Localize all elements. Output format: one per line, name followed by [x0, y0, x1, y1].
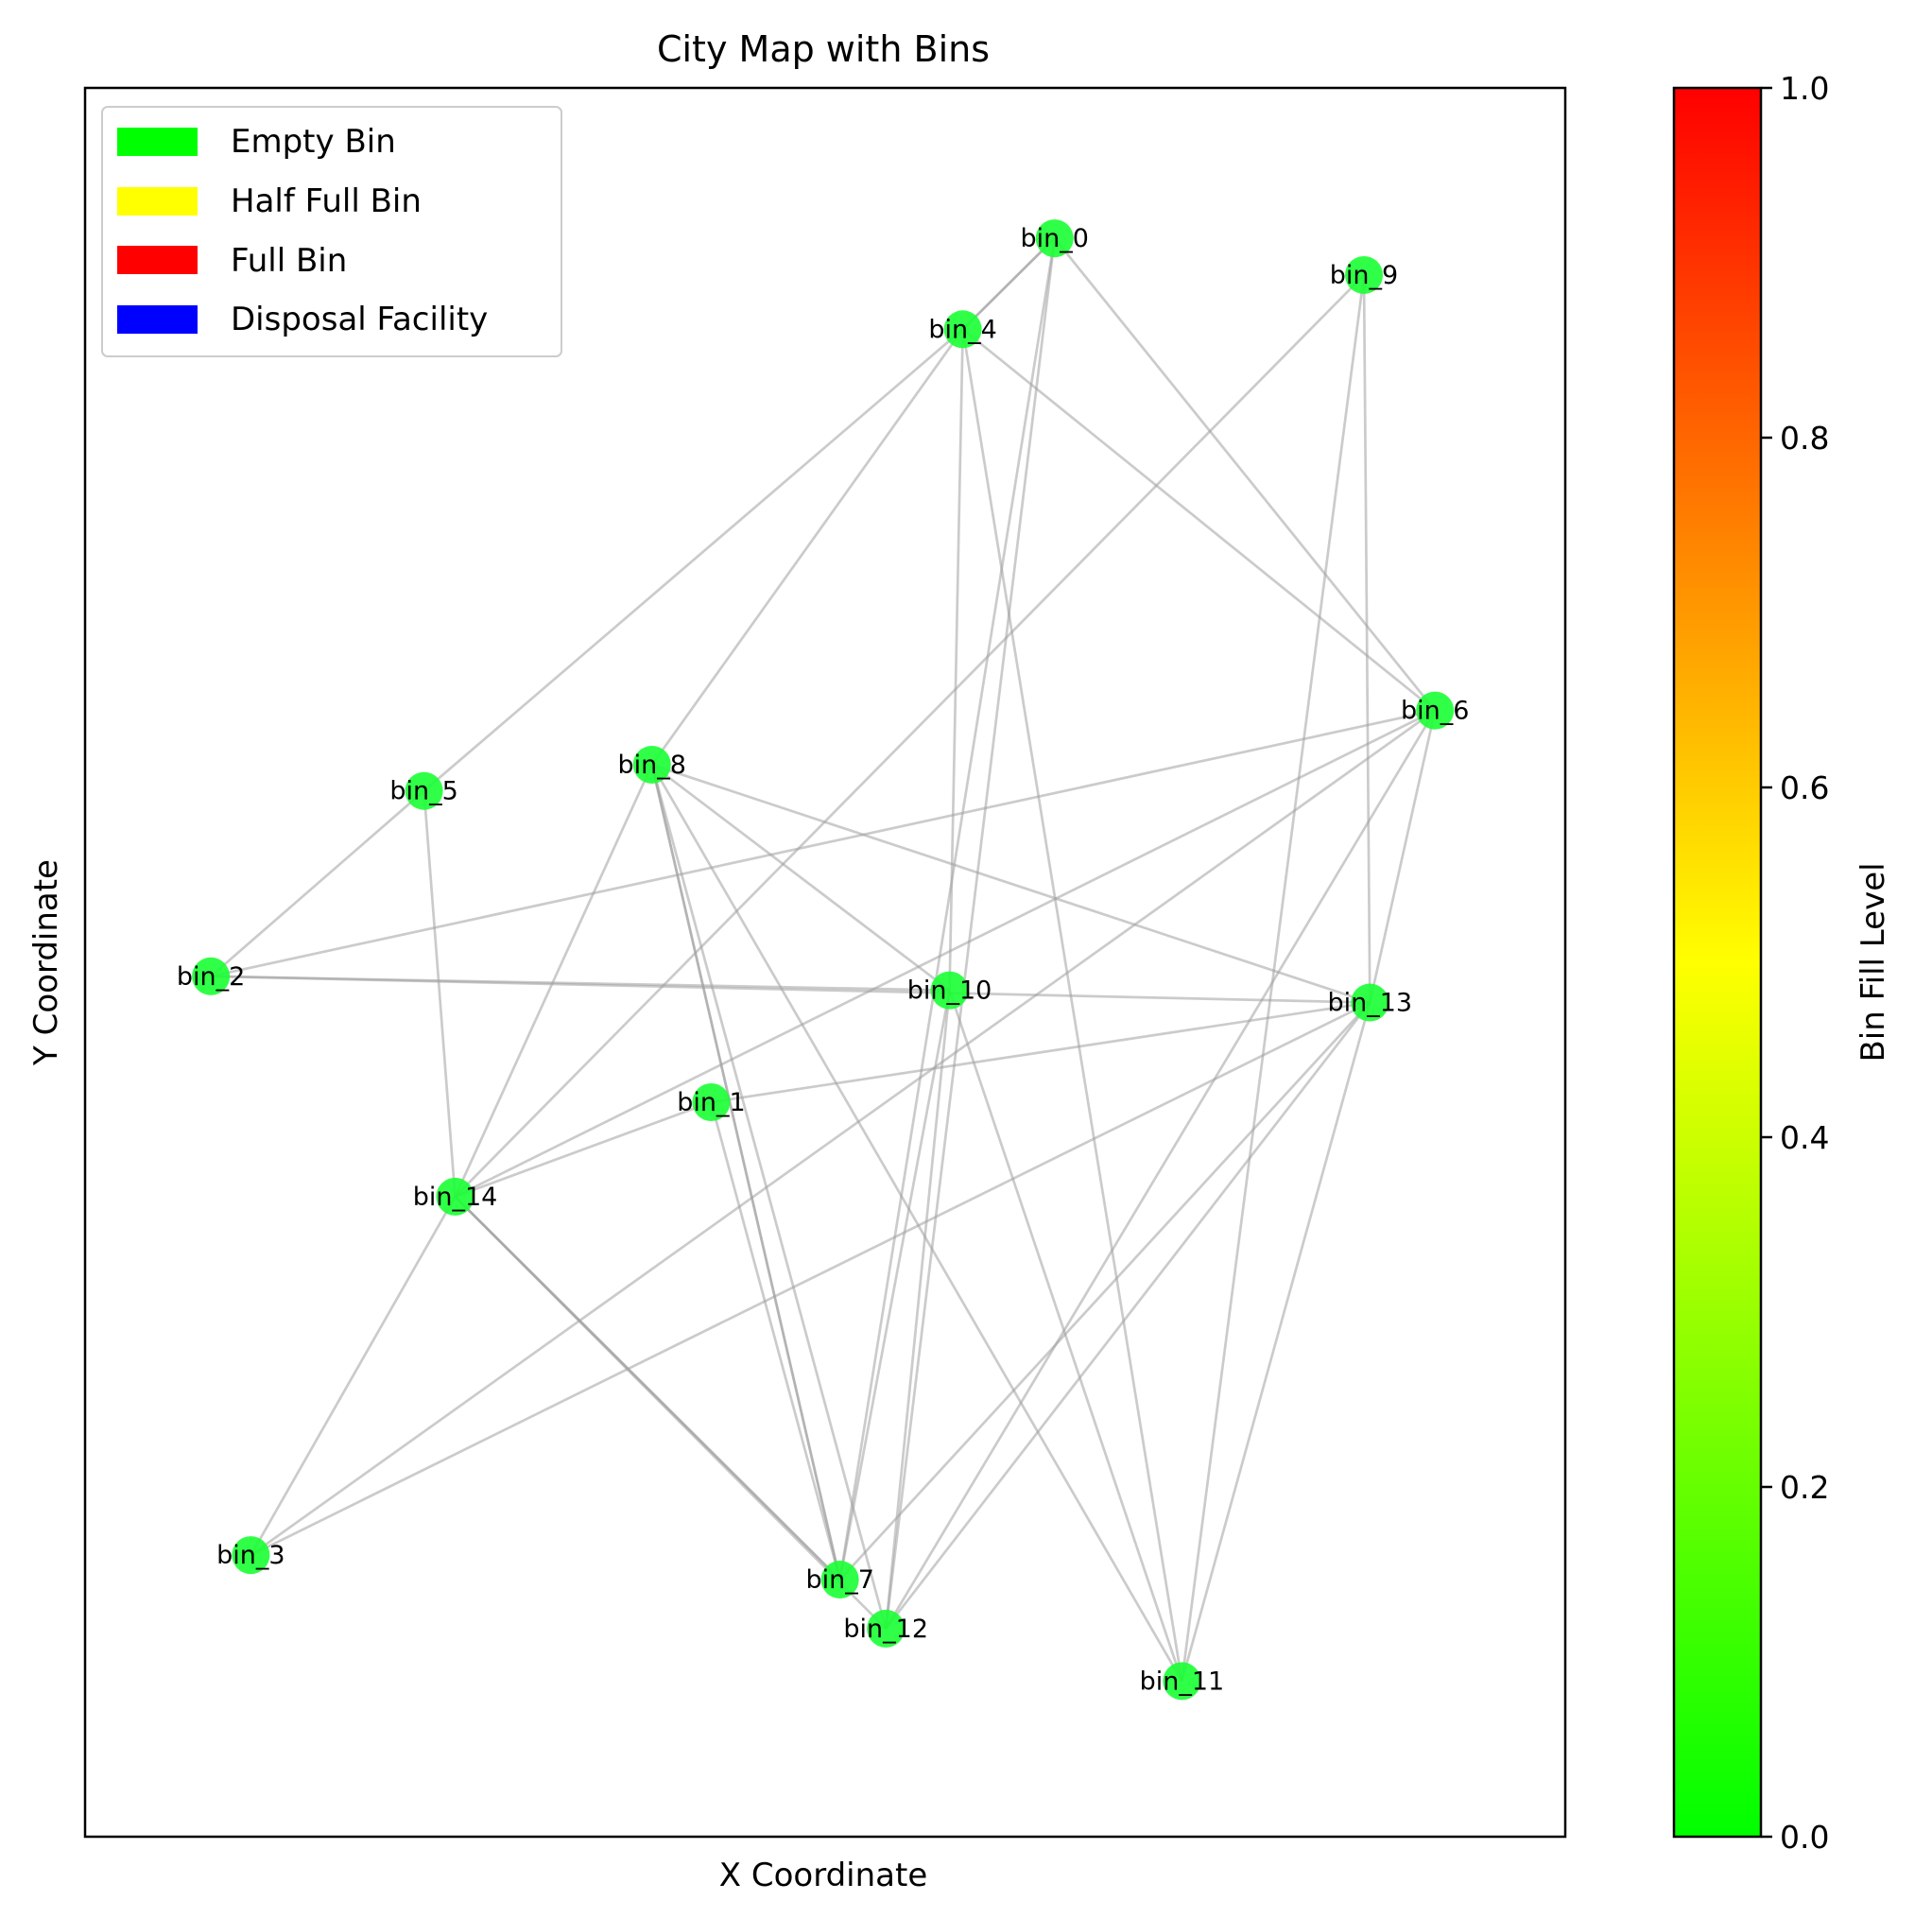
edge-bin_1-bin_14: [455, 1100, 712, 1199]
legend-label-disposal-facility: Disposal Facility: [231, 301, 488, 338]
edge-bin_13-bin_3: [250, 1001, 1371, 1557]
node-label-bin-6: bin_6: [1401, 697, 1469, 726]
nodes-layer: [192, 219, 1455, 1701]
edge-bin_9-bin_13: [1362, 274, 1371, 1003]
colorbar: 0.0 0.2 0.4 0.6 0.8 1.0 Bin Fill Level: [1672, 70, 1892, 1856]
node-label-bin-7: bin_7: [805, 1565, 873, 1595]
node-bin-10: [930, 971, 969, 1010]
node-label-bin-12: bin_12: [843, 1615, 928, 1644]
edge-bin_5-bin_14: [423, 790, 457, 1198]
colorbar-tick-label: 0.2: [1780, 1469, 1829, 1506]
node-bin-3: [232, 1536, 270, 1575]
edge-bin_6-bin_13: [1368, 710, 1437, 1003]
legend-label-half-full-bin: Half Full Bin: [231, 182, 422, 220]
legend-box: [101, 106, 562, 357]
edge-bin_13-bin_12: [885, 1001, 1371, 1630]
node-label-bin-3: bin_3: [216, 1541, 285, 1570]
colorbar-ticks: 0.0 0.2 0.4 0.6 0.8 1.0: [1761, 70, 1829, 1856]
edge-bin_8-bin_7: [650, 764, 841, 1581]
node-bin-7: [820, 1561, 859, 1599]
plot-area: [85, 88, 1565, 1837]
edge-bin_8-bin_13: [651, 763, 1371, 1004]
node-bin-1: [692, 1083, 731, 1121]
colorbar-tick-label: 0.4: [1780, 1119, 1829, 1156]
edges-layer: [210, 237, 1437, 1683]
edge-bin_13-bin_1: [711, 1001, 1371, 1104]
edge-bin_4-bin_6: [961, 328, 1437, 712]
node-bin-11: [1163, 1662, 1201, 1701]
node-bin-5: [405, 771, 443, 810]
colorbar-tick-label: 0.6: [1780, 769, 1829, 806]
colorbar-label: Bin Fill Level: [1854, 862, 1892, 1062]
colorbar-tick-label: 0.8: [1780, 420, 1829, 457]
node-label-bin-11: bin_11: [1140, 1667, 1225, 1696]
plot-frame: [83, 86, 1567, 1839]
legend-label-full-bin: Full Bin: [231, 242, 347, 280]
edge-bin_2-bin_13: [211, 975, 1371, 1004]
node-bin-12: [867, 1609, 906, 1648]
edge-bin_0-bin_6: [1053, 237, 1437, 712]
edge-bin_13-bin_11: [1181, 1002, 1371, 1682]
edge-bin_6-bin_3: [250, 709, 1436, 1557]
node-label-bin-5: bin_5: [389, 777, 457, 806]
edge-bin_0-bin_7: [838, 237, 1057, 1581]
legend-swatch-disposal-facility: [117, 305, 198, 334]
edge-bin_6-bin_12: [885, 709, 1437, 1630]
edge-bin_0-bin_12: [884, 237, 1057, 1630]
edge-bin_13-bin_7: [838, 1001, 1371, 1581]
node-bin-6: [1416, 691, 1455, 730]
edge-bin_2-bin_6: [210, 709, 1436, 978]
node-label-bin-14: bin_14: [413, 1183, 498, 1212]
legend-label-empty-bin: Empty Bin: [231, 123, 396, 161]
node-label-bin-10: bin_10: [907, 976, 992, 1006]
colorbar-tick-label: 0.0: [1780, 1819, 1829, 1856]
legend-swatch-empty-bin: [117, 128, 198, 156]
legend-swatch-half-full-bin: [117, 187, 198, 216]
edge-bin_4-bin_11: [961, 329, 1183, 1682]
edge-bin_8-bin_10: [650, 763, 951, 992]
node-bin-14: [436, 1177, 474, 1216]
x-axis-label: X Coordinate: [719, 1857, 928, 1894]
edge-bin_4-bin_5: [423, 328, 964, 792]
chart-title: City Map with Bins: [657, 28, 990, 70]
colorbar-tick-label: 1.0: [1780, 70, 1829, 107]
edge-bin_9-bin_14: [454, 274, 1365, 1198]
edge-bin_5-bin_2: [210, 789, 425, 977]
edge-bin_1-bin_7: [710, 1101, 841, 1581]
node-label-bin-13: bin_13: [1327, 989, 1412, 1018]
edge-bin_9-bin_11: [1181, 274, 1366, 1682]
node-label-bin-8: bin_8: [618, 751, 686, 780]
node-labels-layer: bin_0 bin_1 bin_2 bin_3 bin_4 bin_5 bin_6 bin_7…: [177, 224, 1470, 1696]
edge-bin_0-bin_4: [961, 237, 1056, 331]
legend-swatch-full-bin: [117, 246, 198, 274]
edge-bin_8-bin_12: [650, 764, 888, 1630]
node-label-bin-1: bin_1: [677, 1088, 745, 1117]
node-label-bin-9: bin_9: [1330, 261, 1398, 290]
node-bin-0: [1035, 219, 1074, 258]
node-label-bin-4: bin_4: [928, 315, 996, 344]
y-axis-label: Y Coordinate: [27, 859, 65, 1066]
edge-bin_14-bin_3: [250, 1196, 457, 1556]
edge-bin_4-bin_8: [650, 328, 964, 766]
edge-bin_4-bin_10: [948, 329, 964, 991]
edge-bin_6-bin_14: [454, 709, 1436, 1199]
colorbar-gradient: [1672, 86, 1763, 1839]
node-bin-8: [632, 745, 671, 784]
edge-bin_14-bin_12: [454, 1195, 888, 1630]
node-bin-9: [1345, 255, 1384, 294]
node-bin-13: [1351, 983, 1389, 1022]
node-label-bin-0: bin_0: [1021, 224, 1089, 253]
edge-bin_10-bin_7: [838, 990, 951, 1581]
legend: Empty Bin Half Full Bin Full Bin Disposa…: [101, 106, 562, 357]
node-label-bin-2: bin_2: [177, 962, 245, 992]
edge-bin_10-bin_12: [884, 990, 951, 1629]
edge-bin_8-bin_14: [454, 764, 654, 1198]
edge-bin_8-bin_11: [650, 764, 1183, 1683]
node-bin-2: [192, 957, 231, 995]
node-bin-4: [943, 310, 982, 349]
